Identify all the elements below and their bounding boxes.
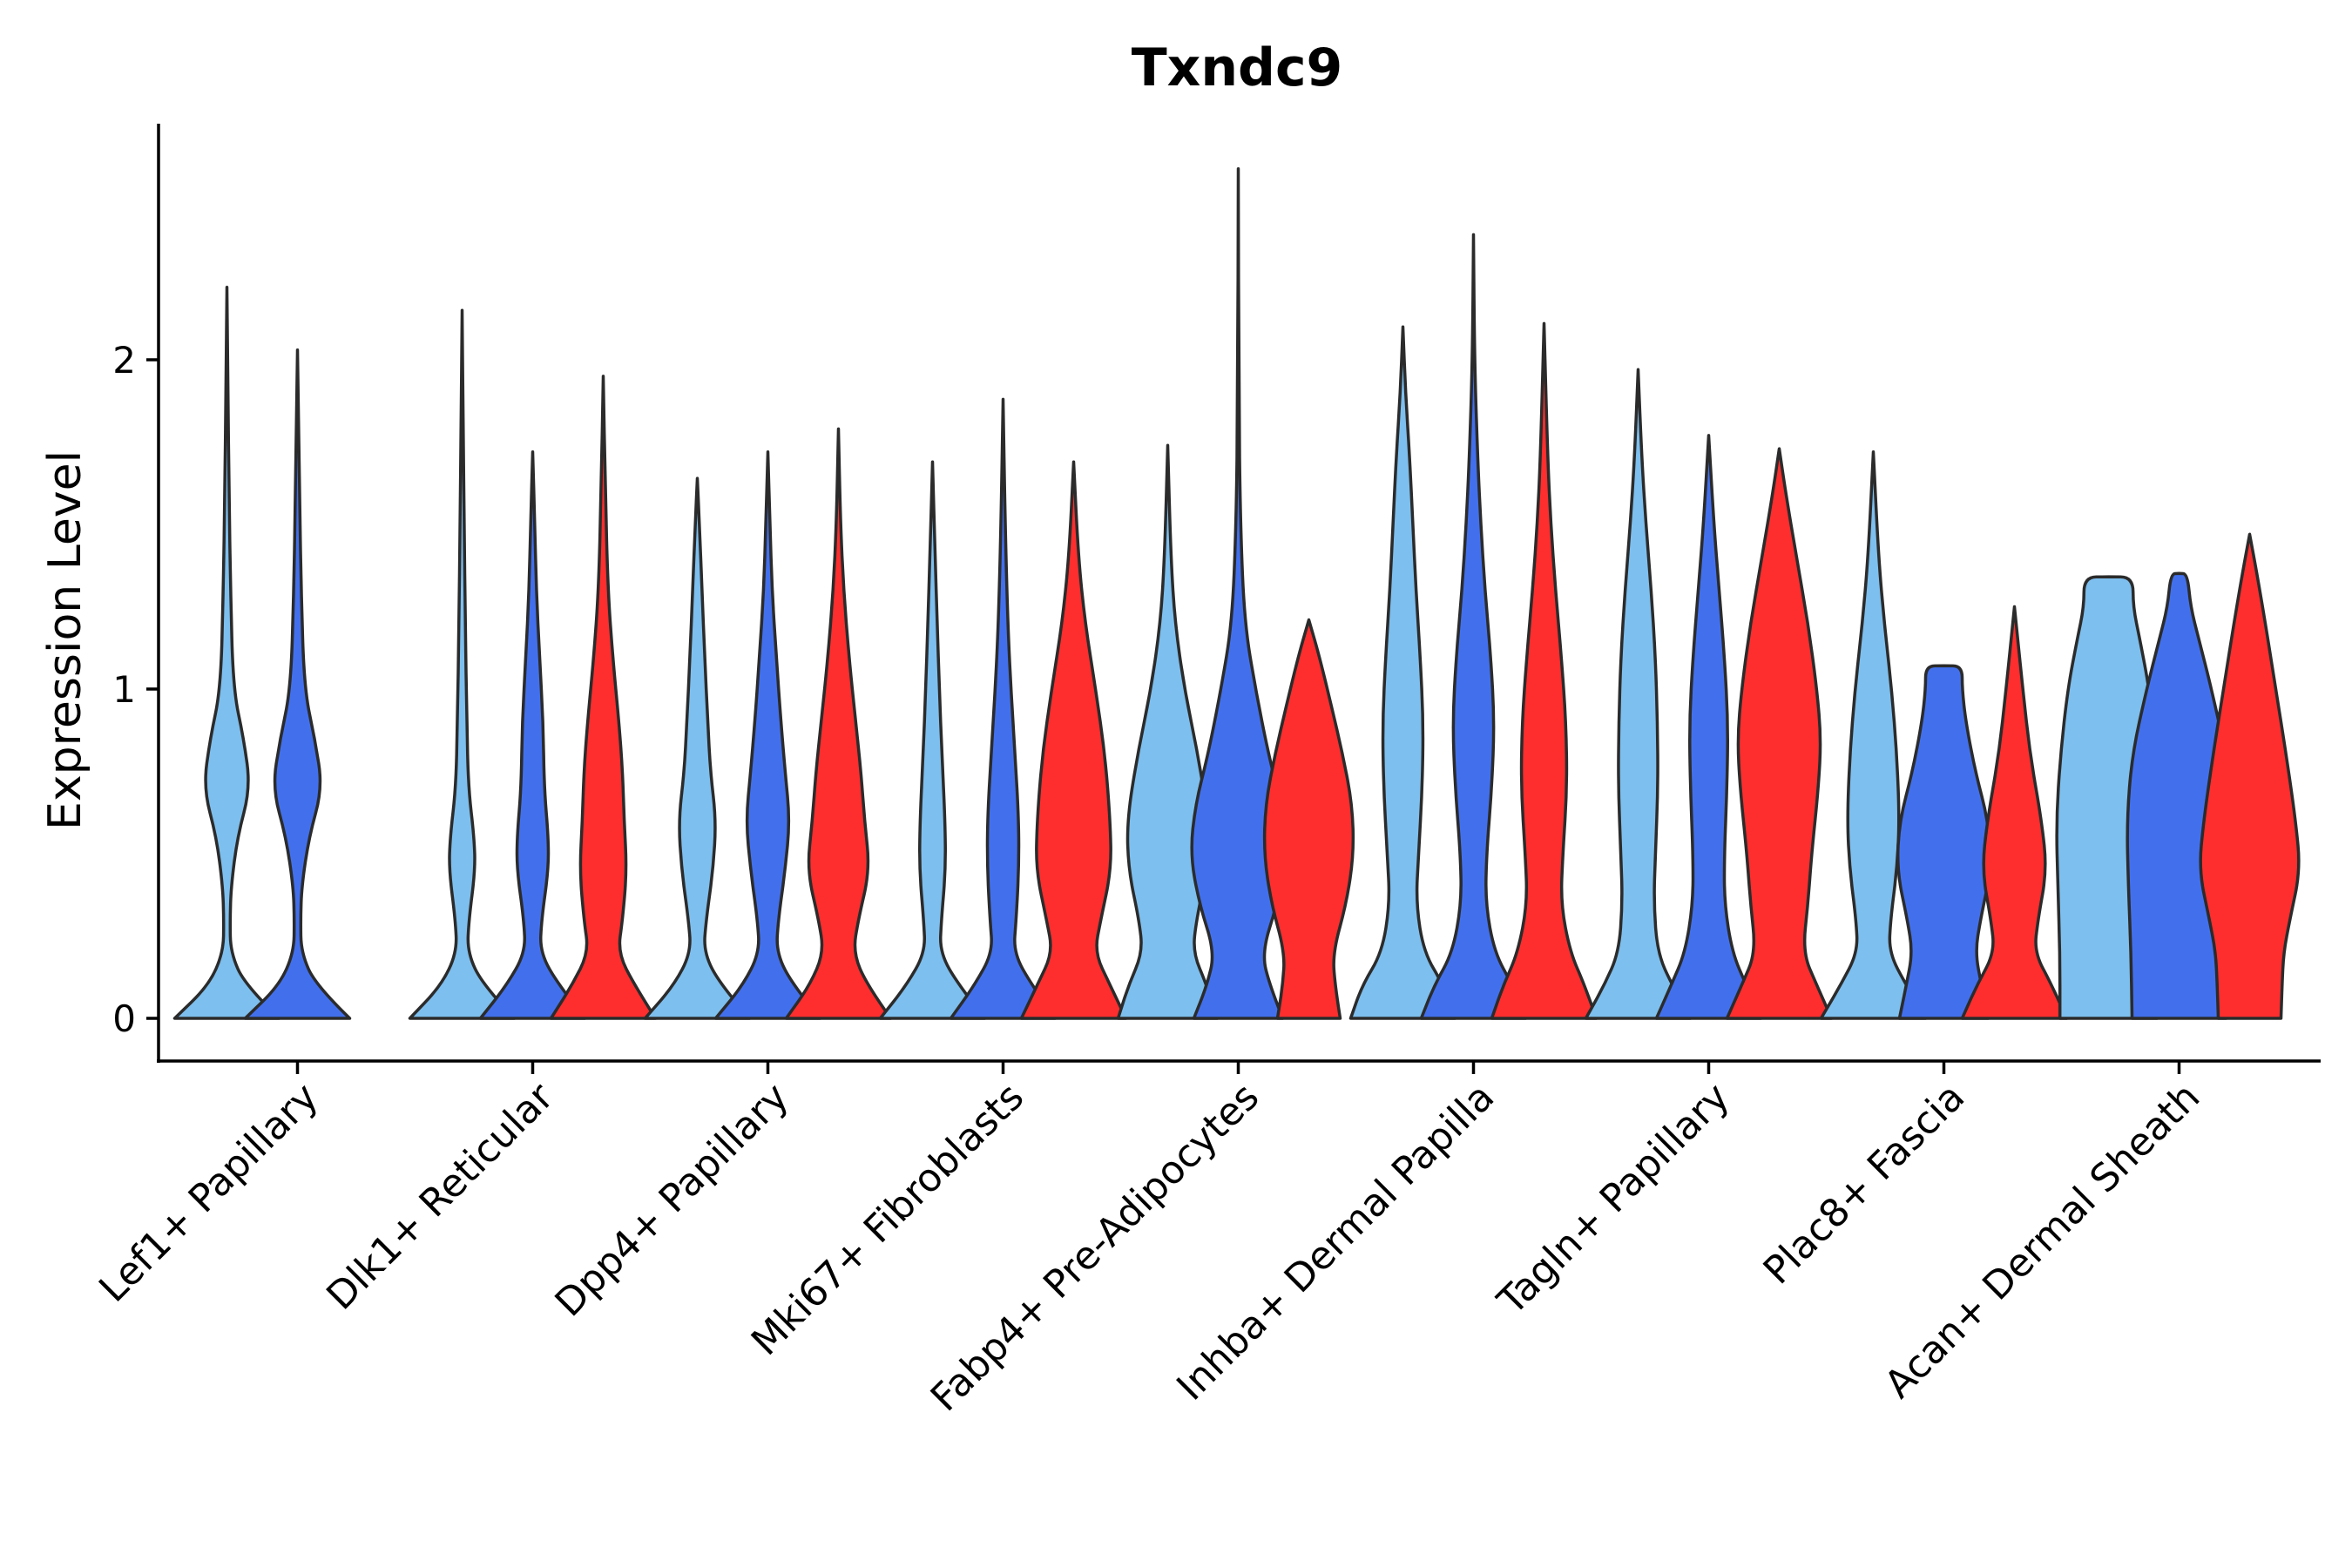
y-tick-label: 2 — [112, 339, 136, 382]
violin-5-2 — [1490, 321, 1598, 1020]
violin-4-2 — [1262, 618, 1355, 1020]
violin-6-1 — [1654, 434, 1763, 1020]
violin-6-0 — [1584, 368, 1693, 1020]
x-category-label: Dlk1+ Reticular — [318, 1074, 563, 1319]
y-tick-label: 1 — [112, 668, 136, 711]
violin-3-0 — [878, 460, 987, 1020]
x-category-label: Plac8+ Fascia — [1755, 1075, 1974, 1294]
violin-0-1 — [243, 348, 352, 1020]
violin-7-2 — [1960, 605, 2069, 1020]
violin-7-0 — [1819, 450, 1928, 1020]
violin-5-0 — [1348, 325, 1457, 1020]
violin-6-2 — [1725, 447, 1834, 1020]
violin-0-0 — [172, 286, 281, 1020]
y-ticks: 0 1 2 — [112, 339, 159, 1040]
violin-5-1 — [1419, 233, 1528, 1020]
violin-2-0 — [643, 476, 752, 1020]
y-tick-label: 0 — [112, 997, 136, 1040]
y-axis-label: Expression Level — [39, 450, 91, 830]
violin-7-1 — [1896, 664, 1992, 1020]
x-category-label: Tagln+ Papillary — [1489, 1075, 1738, 1324]
violin-1-2 — [549, 375, 658, 1020]
violin-8-2 — [2199, 532, 2301, 1020]
violin-4-0 — [1116, 443, 1220, 1020]
violin-2-1 — [713, 450, 822, 1020]
x-category-label: Dpp4+ Papillary — [547, 1075, 798, 1326]
violins-layer — [172, 167, 2301, 1020]
x-category-label: Lef1+ Papillary — [91, 1075, 327, 1311]
chart-title: Txndc9 — [1132, 37, 1343, 98]
violin-2-2 — [784, 427, 893, 1020]
violin-3-1 — [949, 397, 1058, 1020]
violin-1-1 — [478, 450, 587, 1020]
violin-1-0 — [408, 308, 517, 1020]
violin-3-2 — [1019, 460, 1128, 1020]
